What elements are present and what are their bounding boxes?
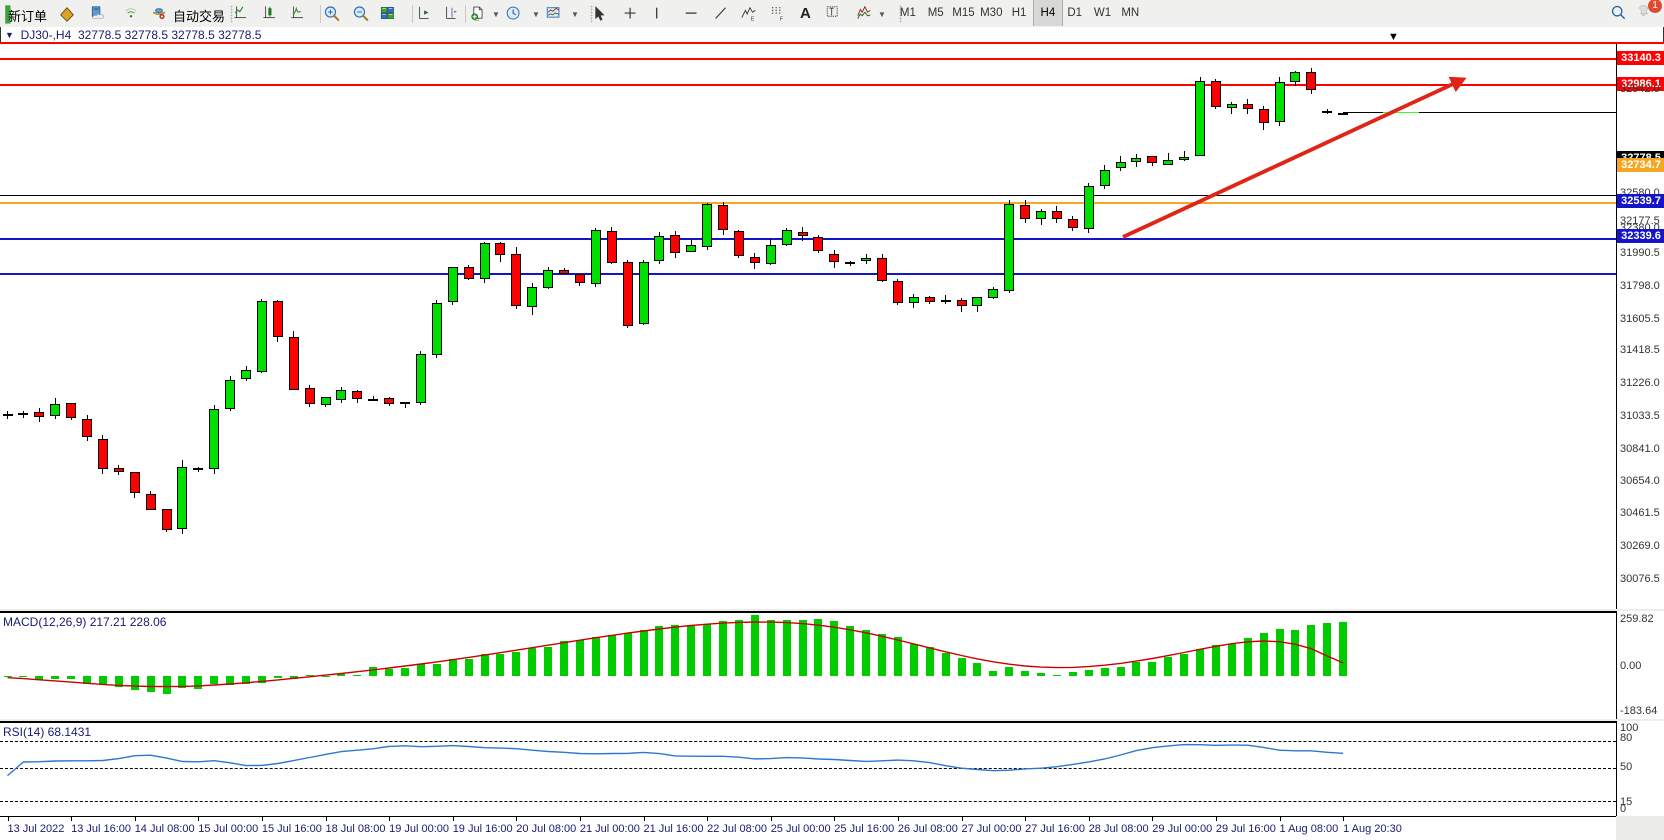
- svg-text:F: F: [780, 16, 784, 22]
- svg-text:E: E: [751, 16, 755, 22]
